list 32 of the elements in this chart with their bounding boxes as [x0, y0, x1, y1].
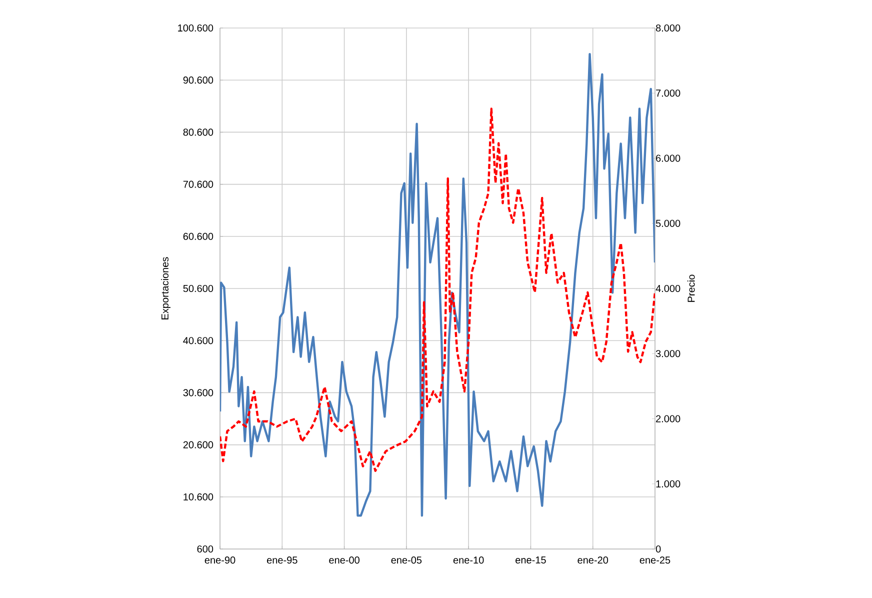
- line-series: [220, 52, 655, 517]
- y2-tick-label: 1.000: [656, 480, 680, 488]
- x-tick-label: ene-25: [640, 556, 670, 564]
- y2-tick-label: 3.000: [656, 350, 680, 358]
- y2-axis-title: Precio: [687, 274, 695, 302]
- x-tick-label: ene-90: [204, 556, 236, 564]
- y-tick-label: 60.600: [183, 232, 214, 240]
- y-tick-label: 80.600: [183, 128, 214, 136]
- y-tick-label: 30.600: [183, 389, 214, 396]
- y-tick-label: 50.600: [183, 284, 214, 292]
- y-tick-label: 600: [197, 545, 214, 553]
- y2-tick-label: 8.000: [656, 24, 680, 32]
- y-tick-label: 100.600: [178, 24, 214, 32]
- x-tick-label: ene-95: [267, 556, 298, 564]
- x-tick-label: ene-00: [329, 556, 360, 564]
- x-tick-label: ene-10: [453, 556, 484, 564]
- line-series: [220, 108, 655, 472]
- y-tick-label: 90.600: [183, 76, 214, 84]
- y2-tick-label: 7.000: [656, 90, 680, 97]
- x-tick-label: ene-15: [516, 556, 546, 564]
- x-tick-label: ene-05: [391, 556, 422, 564]
- y2-tick-label: 2.000: [656, 415, 680, 422]
- x-tick-label: ene-20: [578, 556, 608, 564]
- y2-tick-label: 0: [656, 545, 661, 553]
- y2-tick-label: 6.000: [656, 154, 680, 162]
- y-tick-label: 40.600: [183, 337, 214, 344]
- y2-tick-label: 4.000: [656, 284, 680, 292]
- y-tick-label: 70.600: [183, 180, 214, 188]
- y-axis-title: Exportaciones: [161, 257, 170, 320]
- y-tick-label: 10.600: [184, 493, 214, 500]
- y2-tick-label: 5.000: [656, 220, 680, 227]
- y-tick-label: 20.600: [183, 441, 214, 448]
